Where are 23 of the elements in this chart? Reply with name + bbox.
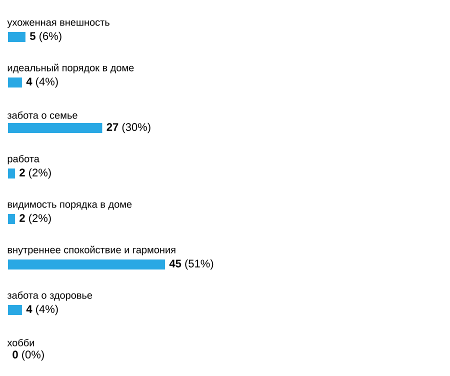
bar <box>8 123 102 134</box>
y-tick-label: забота о семье <box>7 111 78 119</box>
bar <box>8 168 15 179</box>
data-label: 2 (2%) <box>20 214 51 224</box>
data-label: 4 (4%) <box>26 304 58 316</box>
y-tick-label: внутреннее спокойствие и гармония <box>8 246 176 256</box>
y-tick-label: работа <box>8 154 40 164</box>
data-label: 2 (2%) <box>20 168 51 179</box>
data-label: 0 (0%) <box>12 350 44 361</box>
bar <box>8 260 166 270</box>
data-label: 4 (4%) <box>26 77 58 88</box>
bar <box>8 305 22 316</box>
data-label: 27 (30%) <box>106 122 150 134</box>
bar <box>8 32 26 42</box>
y-tick-label: видимость порядка в доме <box>8 202 132 210</box>
data-label: 5 (6%) <box>30 32 62 42</box>
y-tick-label: идеальный порядок в доме <box>8 64 134 74</box>
y-tick-label: ухоженная внешность <box>7 20 110 28</box>
y-tick-label: хобби <box>7 338 34 346</box>
bar <box>8 214 15 224</box>
data-label: 45 (51%) <box>169 259 214 270</box>
bar <box>8 78 22 88</box>
y-tick-label: забота о здоровье <box>7 291 92 301</box>
